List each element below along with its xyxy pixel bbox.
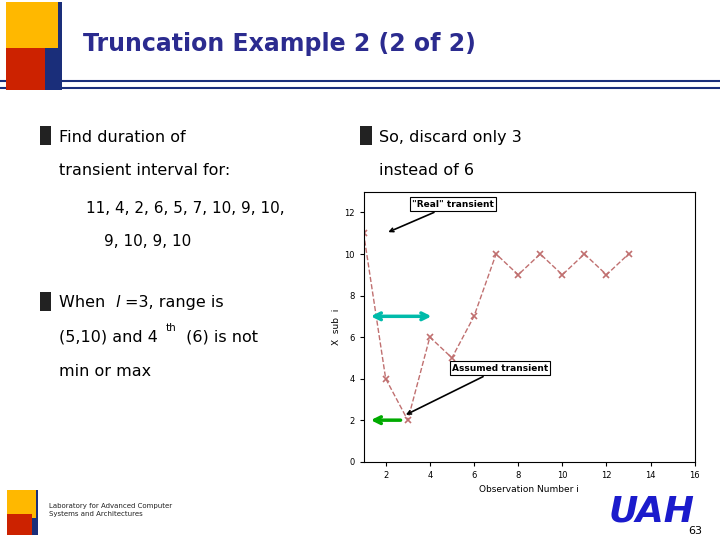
Text: instead of 6: instead of 6 <box>379 163 474 178</box>
Text: =3, range is: =3, range is <box>125 295 223 310</box>
Text: th: th <box>166 323 176 333</box>
Text: "Real" transient: "Real" transient <box>390 200 494 232</box>
Text: 63: 63 <box>688 525 702 536</box>
Text: (6) is not: (6) is not <box>181 330 258 345</box>
Y-axis label: X  sub  i: X sub i <box>333 308 341 345</box>
Text: So, discard only 3: So, discard only 3 <box>379 130 522 145</box>
Text: 9, 10, 9, 10: 9, 10, 9, 10 <box>104 234 192 249</box>
Bar <box>7 490 36 518</box>
Bar <box>360 126 372 145</box>
Bar <box>27 490 38 535</box>
Bar <box>40 292 51 310</box>
Text: Find duration of: Find duration of <box>59 130 186 145</box>
Text: Truncation Example 2 (2 of 2): Truncation Example 2 (2 of 2) <box>83 32 476 56</box>
Text: Assumed transient: Assumed transient <box>408 364 548 414</box>
Text: UAH: UAH <box>608 495 694 529</box>
X-axis label: Observation Number i: Observation Number i <box>480 485 579 494</box>
Bar <box>40 126 51 145</box>
Bar <box>42 2 62 90</box>
Text: l: l <box>115 295 120 310</box>
Text: Laboratory for Advanced Computer
Systems and Architectures: Laboratory for Advanced Computer Systems… <box>49 503 172 517</box>
Bar <box>7 514 32 535</box>
Bar <box>6 44 45 90</box>
Bar <box>6 2 58 48</box>
Text: When: When <box>59 295 110 310</box>
Text: min or max: min or max <box>59 364 151 379</box>
Text: transient interval for:: transient interval for: <box>59 163 230 178</box>
Text: (5,10) and 4: (5,10) and 4 <box>59 330 158 345</box>
Text: 11, 4, 2, 6, 5, 7, 10, 9, 10,: 11, 4, 2, 6, 5, 7, 10, 9, 10, <box>86 200 285 215</box>
